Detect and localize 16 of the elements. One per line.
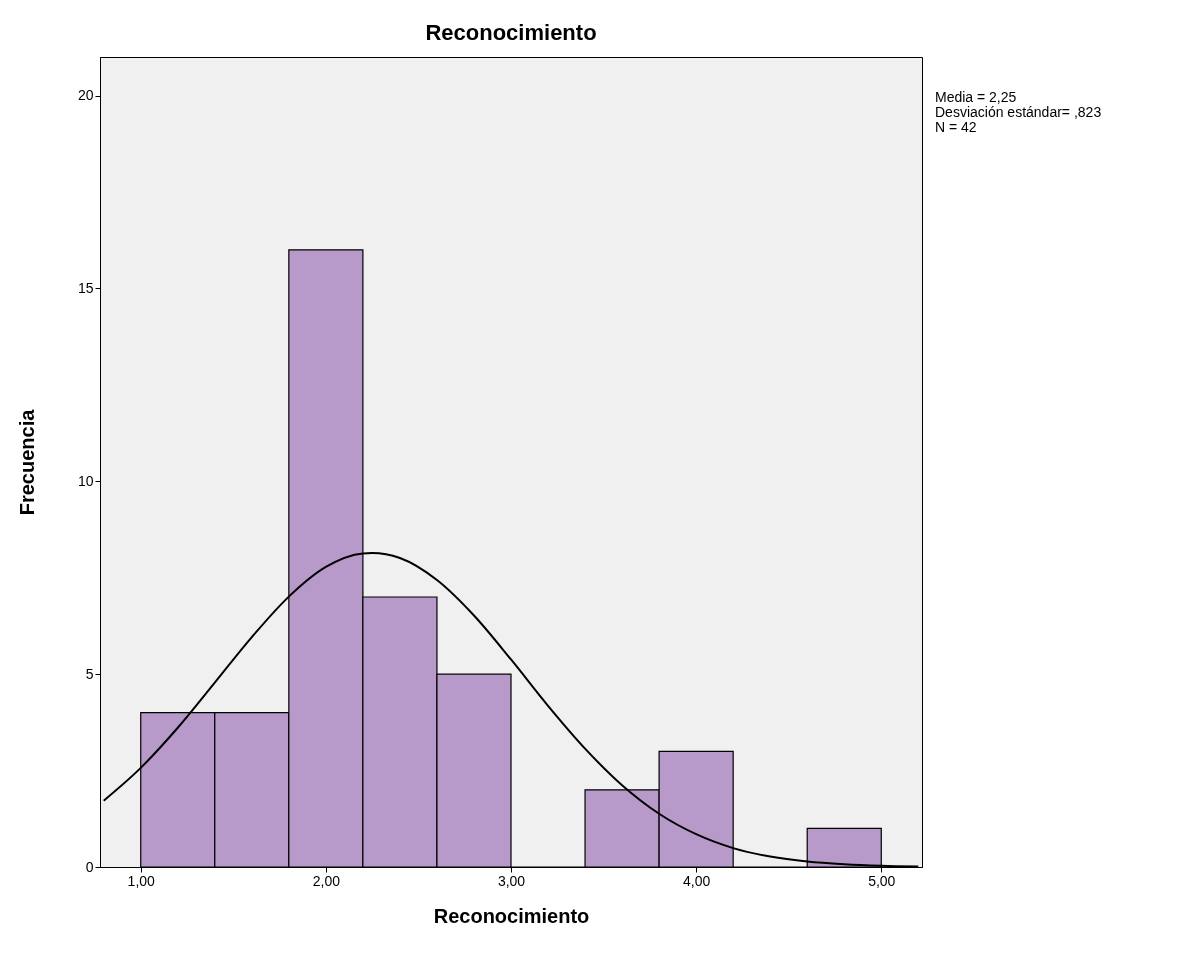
y-tick-label: 20 [77, 87, 94, 104]
x-tick-label: 4,00 [683, 872, 711, 889]
y-axis-title: Frecuencia [15, 408, 38, 516]
y-tick-label: 0 [85, 858, 94, 875]
y-tick-label: 15 [77, 279, 94, 296]
x-axis-title: Reconocimiento [433, 904, 590, 927]
y-tick-label: 10 [77, 472, 94, 489]
chart-title: Reconocimiento [425, 20, 597, 45]
x-tick-label: 2,00 [312, 872, 341, 889]
text: Desviación estándar= ,823 [935, 104, 1102, 120]
x-tick-label: 5,00 [868, 872, 896, 889]
x-tick-label: 3,00 [497, 872, 526, 889]
y-tick-label: 5 [85, 665, 94, 682]
x-tick-label: 1,00 [127, 872, 156, 889]
text: N = 42 [935, 119, 978, 135]
text: Media = 2,25 [935, 89, 1018, 105]
